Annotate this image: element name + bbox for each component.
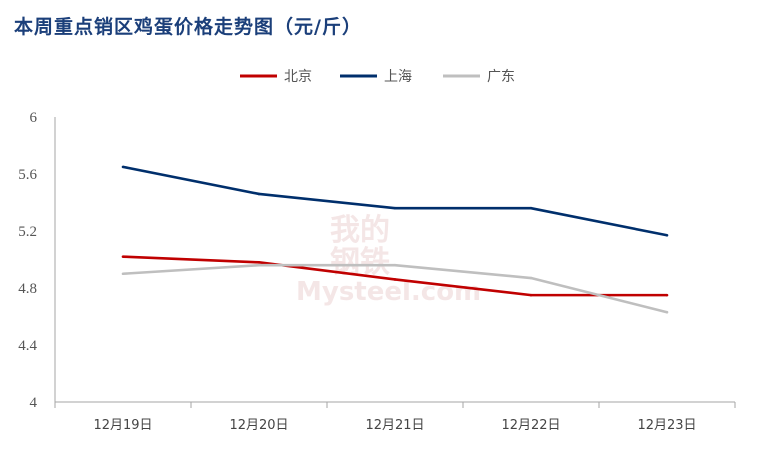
legend-label-2: 上海: [384, 69, 412, 85]
data-point: [665, 310, 669, 314]
data-point: [257, 263, 261, 267]
x-tick-label: 12月22日: [501, 418, 560, 433]
watermark-line1: 我的: [330, 213, 390, 248]
data-point: [665, 233, 669, 237]
data-point: [121, 255, 125, 258]
data-point: [393, 263, 397, 267]
data-point: [529, 293, 533, 297]
axes: 4 4.4 4.8 5.2 5.6 6 12月19日 12月20日 12月21日 12月22日 12…: [18, 110, 736, 433]
data-point: [529, 206, 533, 210]
y-tick-label: 5.6: [18, 167, 37, 183]
chart-title: 本周重点销区鸡蛋价格走势图（元/斤）: [14, 16, 362, 38]
series-line-2: [122, 165, 668, 237]
x-tick-label: 12月20日: [229, 418, 288, 433]
y-tick-label: 4.4: [18, 338, 37, 354]
x-tick-label: 12月23日: [637, 418, 696, 433]
data-point: [257, 261, 261, 264]
data-point: [121, 272, 125, 276]
series-lines: [121, 165, 669, 314]
y-tick-label: 5.2: [18, 224, 37, 240]
y-tick-label: 6: [30, 110, 38, 126]
data-point: [393, 278, 397, 281]
data-point: [257, 192, 261, 196]
data-point: [665, 293, 669, 297]
watermark: 我的 钢铁 Mysteel.com: [296, 213, 481, 307]
watermark-line3: Mysteel.com: [296, 277, 481, 307]
x-tick-label: 12月19日: [93, 418, 152, 433]
y-tick-label: 4: [30, 395, 38, 411]
y-tick-label: 4.8: [18, 281, 37, 297]
data-point: [529, 276, 533, 280]
legend: 北京 上海 广东: [240, 69, 515, 85]
x-tick-label: 12月21日: [365, 418, 424, 433]
legend-label-3: 广东: [487, 69, 515, 85]
data-point: [393, 206, 397, 210]
data-point: [121, 165, 125, 169]
legend-label-1: 北京: [284, 69, 312, 85]
